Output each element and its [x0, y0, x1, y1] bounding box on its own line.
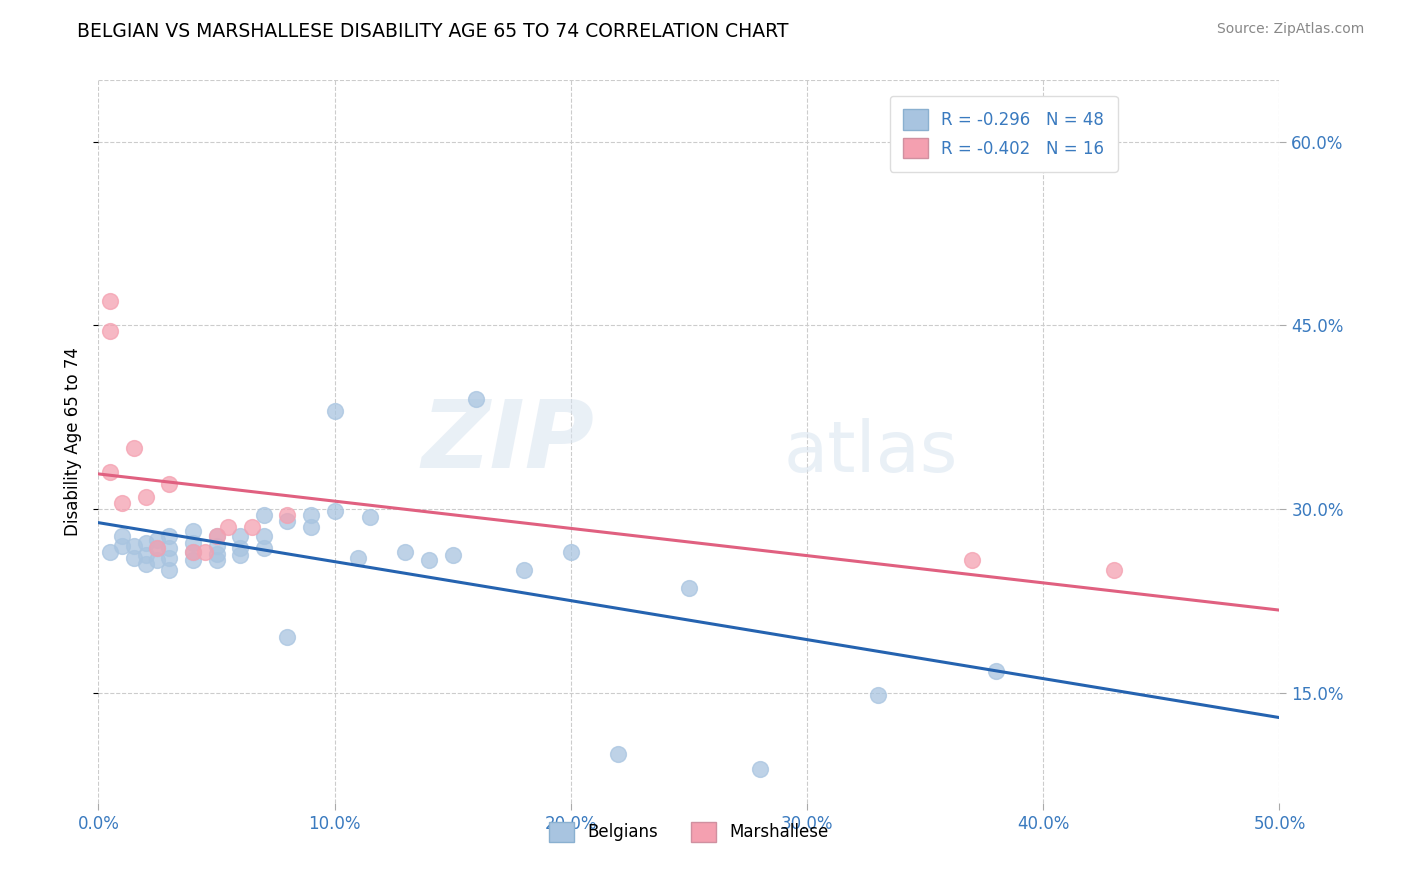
Point: [205, 539, 228, 553]
Point: [607, 747, 630, 761]
Point: [866, 688, 889, 702]
Point: [181, 524, 204, 538]
Point: [359, 510, 381, 524]
Point: [181, 553, 204, 567]
Point: [122, 550, 145, 565]
Point: [157, 529, 180, 543]
Point: [276, 508, 298, 522]
Point: [276, 514, 298, 528]
Point: [678, 582, 700, 596]
Point: [962, 553, 984, 567]
Point: [111, 496, 134, 510]
Text: Source: ZipAtlas.com: Source: ZipAtlas.com: [1216, 22, 1364, 37]
Point: [512, 563, 534, 577]
Y-axis label: Disability Age 65 to 74: Disability Age 65 to 74: [65, 347, 83, 536]
Point: [98, 293, 121, 308]
Point: [122, 539, 145, 553]
Point: [347, 550, 370, 565]
Point: [560, 545, 582, 559]
Point: [418, 553, 440, 567]
Point: [205, 529, 228, 543]
Point: [146, 541, 169, 555]
Point: [217, 520, 239, 534]
Point: [98, 465, 121, 479]
Point: [299, 520, 322, 534]
Point: [135, 557, 157, 571]
Point: [465, 392, 488, 406]
Point: [135, 490, 157, 504]
Point: [157, 477, 180, 491]
Point: [98, 324, 121, 338]
Point: [146, 541, 169, 555]
Point: [157, 563, 180, 577]
Point: [181, 545, 204, 559]
Point: [984, 664, 1007, 678]
Point: [181, 545, 204, 559]
Point: [441, 549, 464, 563]
Legend: Belgians, Marshallese: Belgians, Marshallese: [543, 815, 835, 848]
Point: [205, 547, 228, 561]
Point: [229, 529, 252, 543]
Point: [146, 533, 169, 547]
Text: BELGIAN VS MARSHALLESE DISABILITY AGE 65 TO 74 CORRELATION CHART: BELGIAN VS MARSHALLESE DISABILITY AGE 65…: [77, 22, 789, 41]
Point: [229, 541, 252, 555]
Point: [111, 539, 134, 553]
Point: [135, 549, 157, 563]
Point: [98, 545, 121, 559]
Point: [135, 536, 157, 550]
Point: [157, 550, 180, 565]
Text: ZIP: ZIP: [422, 395, 595, 488]
Point: [194, 545, 217, 559]
Point: [157, 541, 180, 555]
Point: [240, 520, 263, 534]
Point: [253, 508, 276, 522]
Point: [181, 536, 204, 550]
Point: [748, 762, 770, 776]
Point: [229, 549, 252, 563]
Point: [253, 529, 276, 543]
Point: [205, 553, 228, 567]
Point: [276, 631, 298, 645]
Point: [122, 441, 145, 455]
Point: [323, 504, 346, 518]
Point: [394, 545, 416, 559]
Point: [1102, 563, 1125, 577]
Point: [299, 508, 322, 522]
Point: [323, 404, 346, 418]
Text: atlas: atlas: [783, 417, 957, 487]
Point: [253, 541, 276, 555]
Point: [146, 553, 169, 567]
Point: [205, 529, 228, 543]
Point: [111, 529, 134, 543]
